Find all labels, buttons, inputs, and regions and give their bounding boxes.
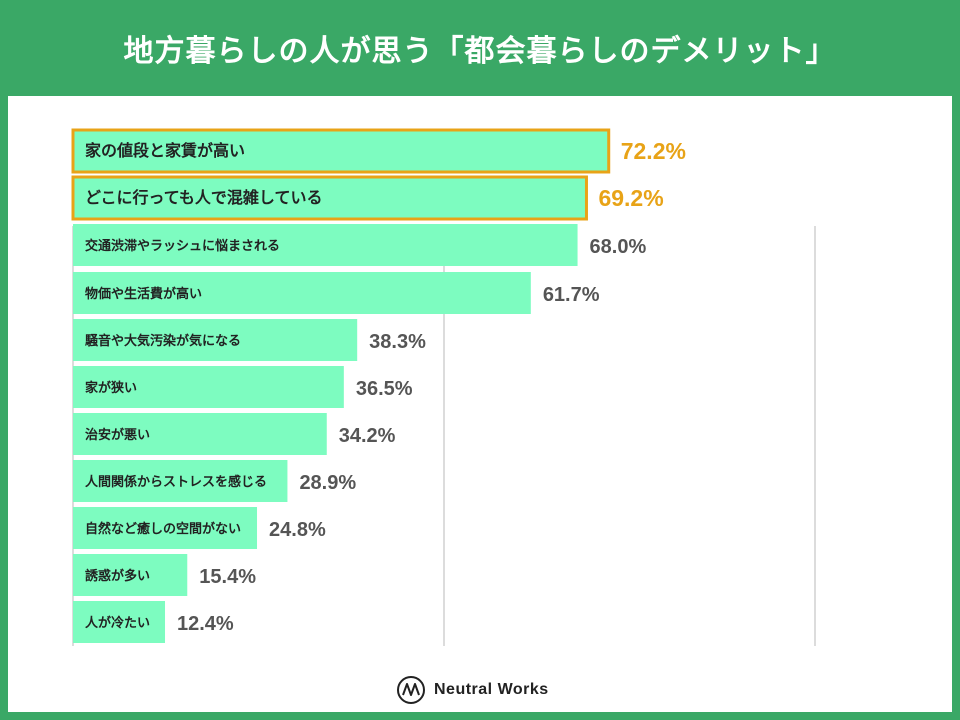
bar-10	[73, 554, 188, 596]
bar-label-1: 家の値段と家賃が高い	[85, 141, 245, 160]
bar-1	[71, 128, 611, 174]
value-label-7: 34.2%	[339, 425, 396, 447]
value-label-11: 12.4%	[177, 613, 234, 635]
chart-panel: 家の値段と家賃が高い 72.2% どこに行っても人で混雑している 69.2% 交通渋滞や…	[8, 96, 952, 712]
bar-11	[73, 601, 166, 643]
bar-label-9: 自然など癒しの空間がない	[85, 521, 241, 537]
bar-chart: 家の値段と家賃が高い 72.2% どこに行っても人で混雑している 69.2% 交通渋滞や…	[71, 128, 816, 646]
bar-3	[73, 224, 578, 266]
logo-text: Neutral Works	[434, 681, 549, 698]
bar-label-3: 交通渋滞やラッシュに悩まされる	[85, 238, 280, 254]
value-label-4: 61.7%	[543, 284, 600, 306]
bar-label-6: 家が狭い	[85, 380, 137, 396]
bar-8	[73, 460, 288, 502]
value-label-6: 36.5%	[356, 378, 413, 400]
bar-9	[73, 507, 258, 549]
bar-label-4: 物価や生活費が高い	[85, 286, 202, 302]
logo: Neutral Works	[396, 672, 549, 708]
bar-label-11: 人が冷たい	[85, 615, 150, 631]
chart-title: 地方暮らしの人が思う「都会暮らしのデメリット」	[123, 34, 837, 69]
bar-6	[73, 366, 344, 408]
bar-label-10: 誘惑が多い	[85, 568, 150, 584]
value-label-2: 69.2%	[598, 185, 663, 211]
value-label-10: 15.4%	[199, 566, 256, 588]
bar-label-2: どこに行っても人で混雑している	[85, 188, 322, 207]
bar-7	[73, 413, 327, 455]
bar-label-5: 騒音や大気汚染が気になる	[84, 333, 241, 349]
bar-5	[73, 319, 358, 361]
bar-label-8: 人間関係からストレスを感じる	[85, 474, 267, 490]
value-label-5: 38.3%	[369, 331, 426, 353]
neutral-works-logo-icon	[397, 676, 425, 704]
value-label-1: 72.2%	[621, 138, 686, 164]
bar-label-7: 治安が悪い	[85, 427, 150, 443]
value-label-3: 68.0%	[590, 236, 647, 258]
bar-2	[71, 175, 588, 221]
bar-4	[73, 272, 531, 314]
value-label-9: 24.8%	[269, 519, 326, 541]
value-label-8: 28.9%	[299, 472, 356, 494]
